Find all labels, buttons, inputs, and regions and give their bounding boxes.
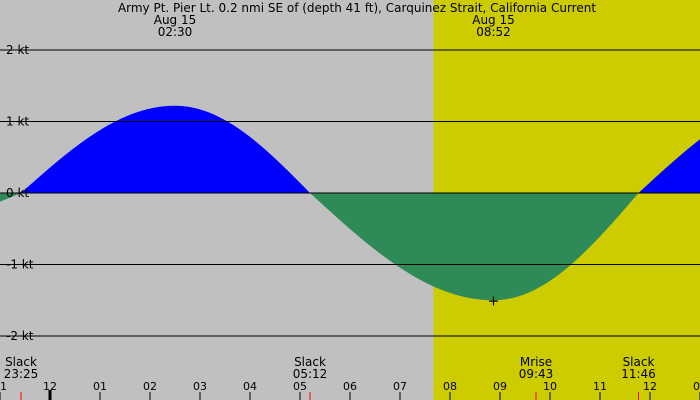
x-tick-label: 07 [393,380,407,393]
bottom-event-label: Mrise [520,355,552,369]
x-tick-label: 05 [293,380,307,393]
x-tick-label: 06 [343,380,357,393]
x-tick-label: 09 [493,380,507,393]
x-tick-label: 10 [543,380,557,393]
y-gridlines [0,49,700,337]
ebb-current-area [0,193,700,301]
y-tick-label: -2 kt [6,329,34,343]
x-tick-label: 02 [143,380,157,393]
x-tick-label: 11 [0,380,7,393]
x-tick-label: 12 [43,380,57,393]
x-tick-label: 04 [243,380,257,393]
top-event-date: Aug 15 [472,13,515,27]
y-tick-label: -1 kt [6,258,34,272]
x-tick-label: 01 [93,380,107,393]
top-event-date: Aug 15 [154,13,197,27]
x-tick-label: 08 [443,380,457,393]
y-tick-label: 0 kt [6,186,29,200]
bottom-event-label: Slack [5,355,37,369]
bottom-event-time: 23:25 [4,367,39,381]
flood-current-area [0,105,700,193]
y-axis-labels: 2 kt 1 kt 0 kt -1 kt -2 kt [6,43,34,343]
bottom-event-time: 09:43 [519,367,554,381]
marker-plus-icon: + [488,293,500,309]
x-tick-label: 11 [593,380,607,393]
y-tick-label: 2 kt [6,43,29,57]
x-tick-label: 03 [193,380,207,393]
bottom-event-time: 05:12 [293,367,328,381]
x-tick-label: 01 [693,380,700,393]
chart-title: Army Pt. Pier Lt. 0.2 nmi SE of (depth 4… [118,1,596,15]
current-time-marker: + [488,293,500,309]
y-tick-label: 1 kt [6,115,29,129]
top-event-time: 02:30 [158,25,193,39]
bottom-event-labels: Slack23:25Slack05:12Mrise09:43Slack11:46… [4,355,656,381]
bottom-event-label: Slack [294,355,326,369]
bottom-event-time: 11:46 [621,367,656,381]
x-tick-label: 12 [643,380,657,393]
bottom-event-label: Slack [623,355,655,369]
top-event-time: 08:52 [476,25,511,39]
x-axis: 1112010203040506070809101112010203040506… [0,380,700,400]
